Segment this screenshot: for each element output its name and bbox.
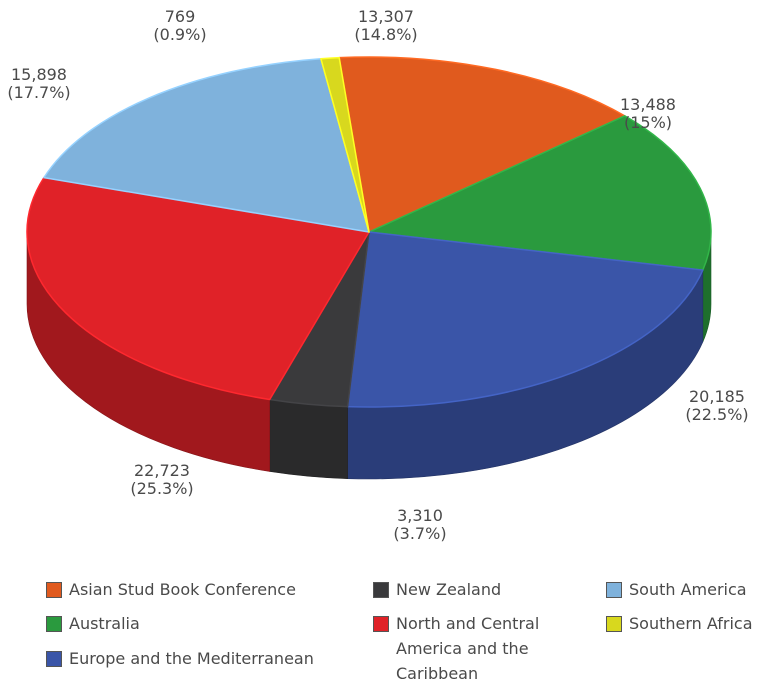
percent-label: (15%)	[623, 113, 673, 132]
pie-slice-6	[320, 56, 370, 233]
legend-item-australia: Australia	[46, 614, 140, 634]
pie-side-3-0	[269, 399, 348, 479]
data-label-north-central-america: 22,723 (25.3%)	[112, 462, 212, 498]
legend-swatch	[373, 582, 389, 598]
legend-swatch	[373, 616, 389, 632]
legend-item-north-central-america: North and Central America and the Caribb…	[373, 614, 573, 686]
pie-slice-5	[43, 57, 370, 233]
legend-swatch	[46, 616, 62, 632]
legend-swatch	[606, 616, 622, 632]
percent-label: (25.3%)	[130, 479, 194, 498]
legend-label: Australia	[69, 614, 140, 633]
data-label-europe: 20,185 (22.5%)	[676, 388, 758, 424]
data-label-new-zealand: 3,310 (3.7%)	[380, 507, 460, 543]
legend-label: North and Central America and the Caribb…	[396, 614, 540, 683]
percent-label: (17.7%)	[7, 83, 71, 102]
pie-tops	[26, 56, 712, 408]
legend-label: South America	[629, 580, 747, 599]
legend-swatch	[46, 582, 62, 598]
pie-slice-2	[346, 231, 704, 408]
data-label-southern-africa: 769 (0.9%)	[140, 8, 220, 44]
legend-item-southern-africa: Southern Africa	[606, 614, 753, 634]
value-label: 22,723	[134, 461, 190, 480]
value-label: 3,310	[397, 506, 443, 525]
value-label: 20,185	[689, 387, 745, 406]
pie-chart	[26, 56, 712, 480]
pie-slice-1	[368, 115, 712, 271]
percent-label: (3.7%)	[393, 524, 447, 543]
pie-slice-0	[338, 56, 626, 233]
legend-item-europe: Europe and the Mediterranean	[46, 649, 314, 669]
percent-label: (22.5%)	[685, 405, 749, 424]
legend-item-asian: Asian Stud Book Conference	[46, 580, 296, 600]
percent-label: (0.9%)	[153, 25, 207, 44]
legend-item-south-america: South America	[606, 580, 747, 600]
legend-swatch	[606, 582, 622, 598]
data-label-south-america: 15,898 (17.7%)	[0, 66, 78, 102]
data-label-asian: 13,307 (14.8%)	[336, 8, 436, 44]
pie-slice-4	[26, 176, 370, 401]
pie-sides	[26, 231, 712, 480]
value-label: 769	[164, 7, 196, 26]
value-label: 13,488	[620, 95, 676, 114]
legend-label: New Zealand	[396, 580, 502, 599]
legend: Asian Stud Book Conference New Zealand S…	[0, 570, 764, 689]
legend-label: Southern Africa	[629, 614, 753, 633]
legend-item-new-zealand: New Zealand	[373, 580, 501, 600]
value-label: 13,307	[358, 7, 414, 26]
legend-label: Asian Stud Book Conference	[69, 580, 296, 599]
value-label: 15,898	[11, 65, 67, 84]
data-label-australia: 13,488 (15%)	[598, 96, 698, 132]
legend-swatch	[46, 651, 62, 667]
percent-label: (14.8%)	[354, 25, 418, 44]
legend-label: Europe and the Mediterranean	[69, 649, 314, 668]
